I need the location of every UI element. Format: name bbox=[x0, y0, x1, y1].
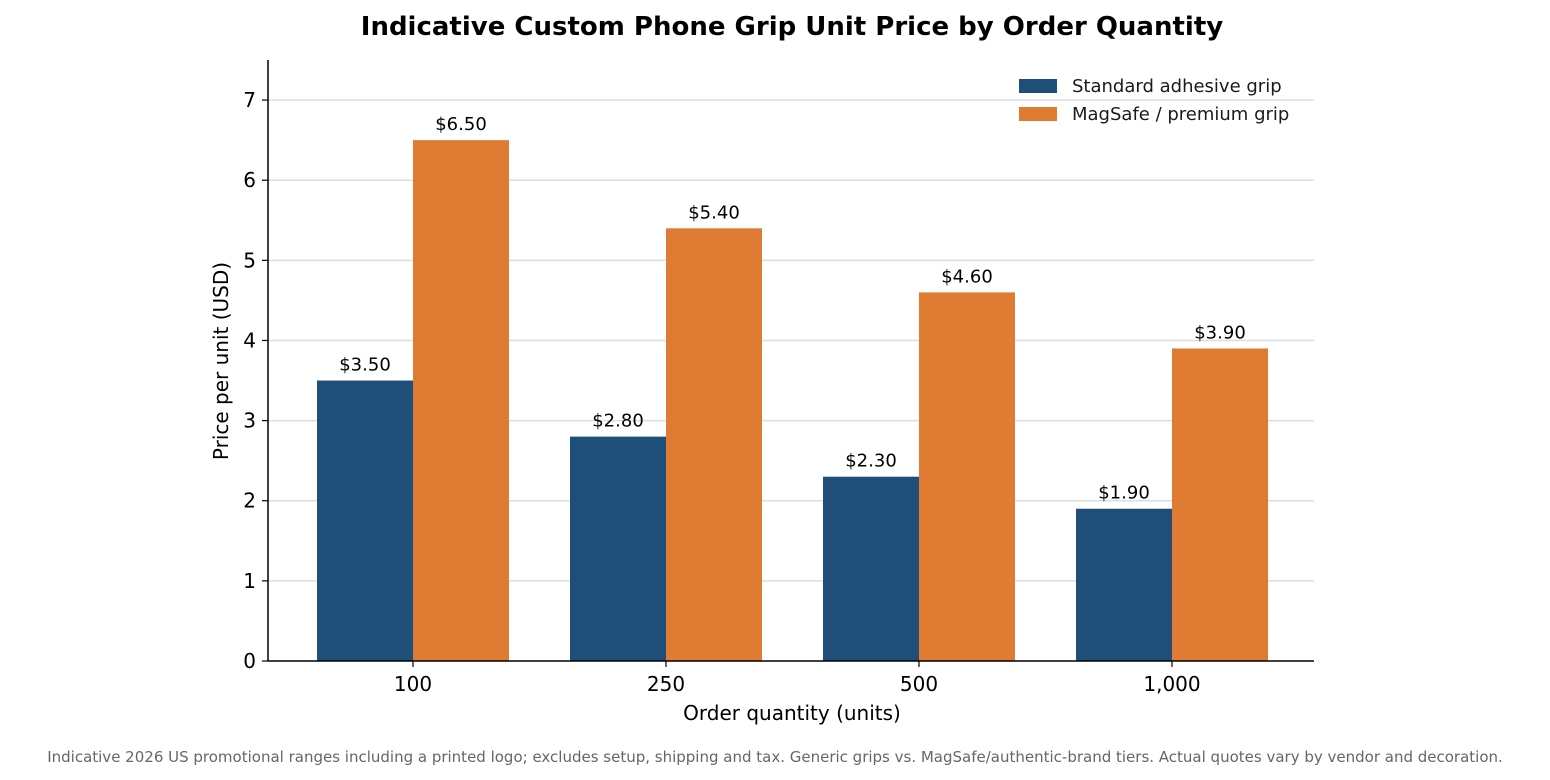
y-tick-label: 0 bbox=[243, 649, 256, 673]
x-tick-label: 1,000 bbox=[1143, 672, 1200, 696]
y-tick-label: 7 bbox=[243, 88, 256, 112]
bar-value-label: $1.90 bbox=[1098, 483, 1150, 504]
bar-value-label: $4.60 bbox=[941, 266, 993, 287]
bar-value-label: $2.80 bbox=[592, 411, 644, 432]
x-tick-label: 250 bbox=[647, 672, 685, 696]
bar-value-label: $5.40 bbox=[688, 202, 740, 223]
legend-label: MagSafe / premium grip bbox=[1072, 104, 1289, 125]
legend-swatch bbox=[1019, 79, 1057, 93]
bar-standard-0 bbox=[317, 380, 413, 661]
legend-swatch bbox=[1019, 107, 1057, 121]
y-tick-label: 6 bbox=[243, 168, 256, 192]
x-axis-label: Order quantity (units) bbox=[683, 701, 901, 725]
bar-value-label: $6.50 bbox=[435, 114, 487, 135]
y-tick-label: 4 bbox=[243, 328, 256, 352]
bar-premium-0 bbox=[413, 140, 509, 662]
legend-label: Standard adhesive grip bbox=[1072, 76, 1282, 97]
y-axis-label: Price per unit (USD) bbox=[209, 262, 233, 460]
bar-standard-1 bbox=[570, 436, 666, 661]
footnote: Indicative 2026 US promotional ranges in… bbox=[47, 748, 1503, 766]
x-tick-label: 100 bbox=[394, 672, 432, 696]
bar-value-label: $2.30 bbox=[845, 451, 897, 472]
chart-title: Indicative Custom Phone Grip Unit Price … bbox=[361, 12, 1223, 42]
bar-standard-3 bbox=[1076, 508, 1172, 661]
x-tick-label: 500 bbox=[900, 672, 938, 696]
bar-premium-3 bbox=[1172, 348, 1268, 661]
y-tick-label: 5 bbox=[243, 248, 256, 272]
y-tick-label: 3 bbox=[243, 409, 256, 433]
bars bbox=[317, 140, 1268, 662]
bar-premium-2 bbox=[919, 292, 1015, 661]
bar-standard-2 bbox=[823, 476, 919, 661]
bar-premium-1 bbox=[666, 228, 762, 661]
y-tick-label: 1 bbox=[243, 569, 256, 593]
bar-value-label: $3.90 bbox=[1194, 322, 1246, 343]
data-labels: $3.50 $6.50 $2.80 $5.40 $2.30 $4.60 $1.90 $3.90 bbox=[339, 114, 1246, 504]
y-tick-label: 2 bbox=[243, 489, 256, 513]
bar-value-label: $3.50 bbox=[339, 355, 391, 376]
axes: 100 250 500 1,000 0 1 2 3 4 5 6 7 bbox=[243, 60, 1314, 696]
legend: Standard adhesive grip MagSafe / premium … bbox=[1019, 76, 1289, 125]
